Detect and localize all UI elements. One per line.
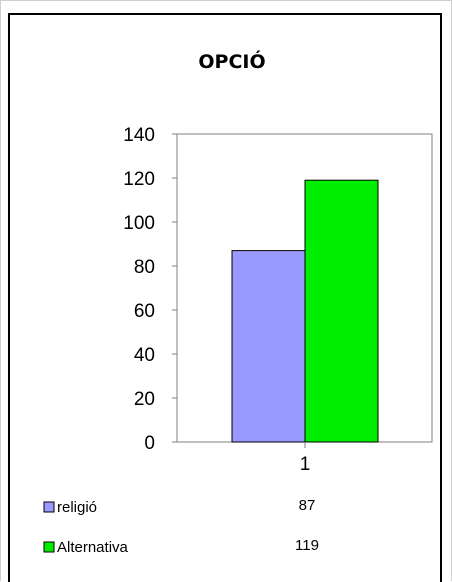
legend-swatch-0	[43, 501, 55, 513]
x-axis: 1	[300, 442, 311, 475]
bar-1	[304, 179, 379, 443]
legend-label-0: religió	[57, 499, 97, 516]
legend-swatch-1	[43, 541, 55, 553]
y-tick-label: 80	[134, 257, 155, 278]
y-tick-label: 120	[123, 169, 155, 190]
bars-group	[231, 179, 379, 443]
y-tick-label: 140	[123, 125, 155, 146]
chart-title: OPCIÓ	[198, 49, 265, 73]
y-axis: 0 20 40 60 80 100 120 140	[123, 125, 178, 454]
bar-0	[231, 250, 306, 443]
y-tick-label: 60	[134, 301, 155, 322]
y-tick-label: 100	[123, 213, 155, 234]
data-table-value-1: 119	[295, 537, 319, 554]
y-tick-label: 20	[134, 389, 155, 410]
x-tick-label: 1	[300, 454, 311, 475]
legend-data-table: religió 87 Alternativa 119	[43, 497, 319, 556]
data-table-value-0: 87	[299, 497, 316, 514]
y-tick-label: 0	[144, 433, 155, 454]
legend-label-1: Alternativa	[57, 539, 129, 556]
y-tick-label: 40	[134, 345, 155, 366]
